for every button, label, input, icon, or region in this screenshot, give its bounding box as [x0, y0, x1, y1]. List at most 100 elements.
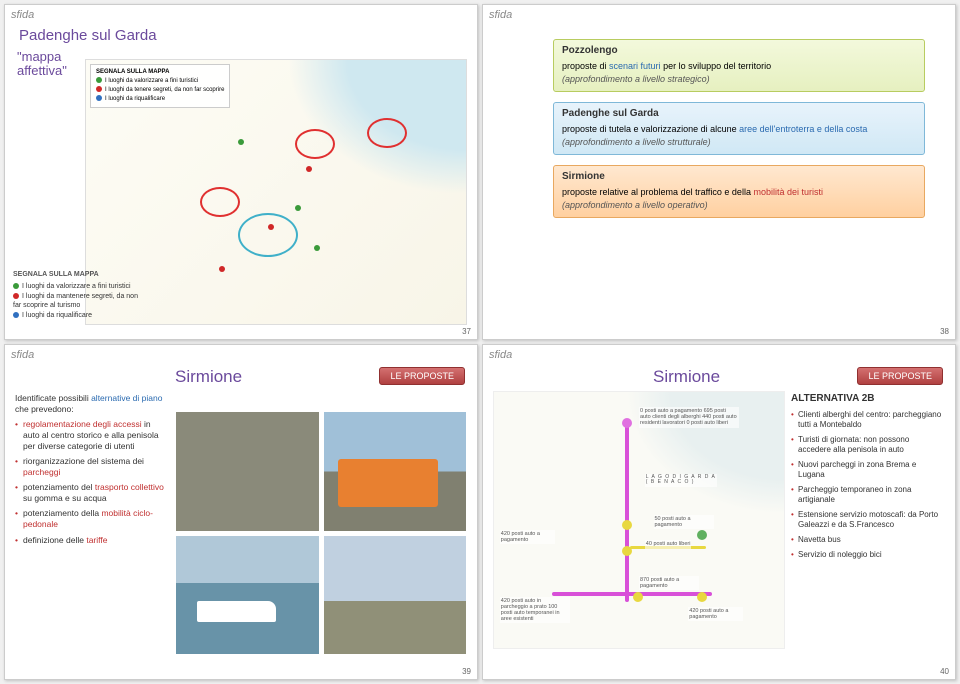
page-number: 39	[462, 667, 471, 676]
li-text: potenziamento della	[23, 508, 101, 518]
legend-footer: SEGNALA SULLA MAPPA I luoghi da valorizz…	[13, 270, 143, 321]
list-item: definizione delle tariffe	[15, 535, 169, 546]
intro-text: che prevedono:	[15, 404, 74, 414]
box-title: Pozzolengo	[562, 45, 916, 58]
legend-title: SEGNALA SULLA MAPPA	[13, 270, 143, 280]
map-dot-yellow	[697, 592, 707, 602]
li-text: potenziamento del	[23, 482, 95, 492]
box-italic: (approfondimento a livello strategico)	[562, 74, 916, 85]
list-item: potenziamento del trasporto collettivo s…	[15, 482, 169, 504]
photo-bike	[323, 535, 468, 656]
legend-title-inset: SEGNALA SULLA MAPPA	[96, 69, 169, 75]
box-highlight: mobilità dei turisti	[753, 187, 823, 197]
legend-item: I luoghi da valorizzare a fini turistici	[22, 283, 131, 290]
box-text: per lo sviluppo del territorio	[661, 61, 772, 71]
green-dot	[314, 245, 320, 251]
list-item: Estensione servizio motoscafi: da Porto …	[791, 510, 943, 530]
slide40-text-column: ALTERNATIVA 2B Clienti alberghi del cent…	[785, 365, 943, 669]
box-italic: (approfondimento a livello operativo)	[562, 200, 916, 211]
page-number: 38	[940, 327, 949, 336]
intro-text: Identificate possibili	[15, 393, 91, 403]
legend-item: I luoghi da mantenere segreti, da non fa…	[13, 293, 138, 310]
li-text: su gomma e su acqua	[23, 493, 107, 503]
slide-37: sfida Padenghe sul Garda "mappa affettiv…	[4, 4, 478, 340]
lake-label: L A G O D I G A R D A ( B E N A C O )	[645, 474, 717, 487]
map-dot-yellow	[622, 546, 632, 556]
list-item: Navetta bus	[791, 535, 943, 545]
li-hl: trasporto collettivo	[95, 482, 164, 492]
box-text: proposte di tutela e valorizzazione di a…	[562, 124, 739, 134]
list-item: regolamentazione degli accessi in auto a…	[15, 419, 169, 452]
coast-shade	[257, 60, 466, 218]
list-item: riorganizzazione del sistema dei parcheg…	[15, 456, 169, 478]
red-circle	[200, 187, 240, 217]
proposals-pill: LE PROPOSTE	[857, 367, 943, 385]
box-title: Padenghe sul Garda	[562, 108, 916, 121]
legend-swatch-green	[13, 283, 19, 289]
legend-swatch-blue	[13, 312, 19, 318]
slide-39: sfida Sirmione LE PROPOSTE Identificate …	[4, 344, 478, 680]
sirmione-map: L A G O D I G A R D A ( B E N A C O ) 0 …	[493, 391, 785, 649]
photo-historic	[175, 411, 320, 532]
logo: sfida	[489, 349, 512, 361]
map-label: 40 posti auto liberi	[645, 540, 692, 548]
map-legend-inset: SEGNALA SULLA MAPPA I luoghi da valorizz…	[90, 64, 230, 108]
photo-boat	[175, 535, 320, 656]
box-text: proposte di	[562, 61, 609, 71]
red-dot	[219, 266, 225, 272]
box-italic: (approfondimento a livello strutturale)	[562, 137, 916, 148]
alternative-title: ALTERNATIVA 2B	[791, 393, 943, 404]
green-dot	[238, 139, 244, 145]
list-item: potenziamento della mobilità ciclo-pedon…	[15, 508, 169, 530]
map-dot-pink	[622, 418, 632, 428]
slide-40: sfida Sirmione LE PROPOSTE L A G O D I G…	[482, 344, 956, 680]
map-dot-yellow	[622, 520, 632, 530]
li-text: definizione delle	[23, 535, 86, 545]
box-title: Sirmione	[562, 171, 916, 184]
li-text: riorganizzazione del sistema dei	[23, 456, 144, 466]
legend-line: I luoghi da valorizzare a fini turistici	[105, 78, 198, 84]
map-label: 870 posti auto a pagamento	[639, 576, 699, 590]
logo: sfida	[11, 349, 34, 361]
map-dot-green	[697, 530, 707, 540]
red-circle	[295, 129, 335, 159]
map-label: 420 posti auto in parcheggio a prato 100…	[500, 597, 570, 623]
legend-line: I luoghi da riqualificare	[105, 96, 165, 102]
li-hl: regolamentazione degli accessi	[23, 419, 142, 429]
map-dot-yellow	[633, 592, 643, 602]
list-item: Parcheggio temporaneo in zona artigianal…	[791, 485, 943, 505]
alternative-list: Clienti alberghi del centro: parcheggian…	[791, 410, 943, 560]
photo-grid	[175, 411, 467, 655]
li-hl: parcheggi	[23, 467, 60, 477]
sub-line2: affettiva"	[17, 63, 67, 78]
sub-line1: "mappa	[17, 49, 61, 64]
photo-bus	[323, 411, 468, 532]
legend-item: I luoghi da riqualificare	[22, 312, 92, 319]
box-highlight: scenari futuri	[609, 61, 661, 71]
li-hl: tariffe	[86, 535, 107, 545]
logo: sfida	[489, 9, 512, 21]
page-number: 40	[940, 667, 949, 676]
slide37-title: Padenghe sul Garda	[19, 27, 467, 44]
map-label: 50 posti auto a pagamento	[654, 515, 714, 529]
list-item: Turisti di giornata: non possono acceder…	[791, 435, 943, 455]
box-highlight: aree dell'entroterra e della costa	[739, 124, 867, 134]
list-item: Nuovi parcheggi in zona Brema e Lugana	[791, 460, 943, 480]
route-magenta	[552, 592, 712, 596]
lake-sub: ( B E N A C O )	[646, 479, 695, 485]
slide-38: sfida Pozzolengo proposte di scenari fut…	[482, 4, 956, 340]
list-item: Clienti alberghi del centro: parcheggian…	[791, 410, 943, 430]
slide40-title: Sirmione	[653, 367, 720, 387]
legend-line: I luoghi da tenere segreti, da non far s…	[105, 87, 224, 93]
slide39-text-column: Identificate possibili alternative di pi…	[15, 365, 175, 669]
route-magenta	[625, 423, 629, 602]
box-padenghe: Padenghe sul Garda proposte di tutela e …	[553, 102, 925, 155]
box-sirmione: Sirmione proposte relative al problema d…	[553, 165, 925, 218]
map-label: 420 posti auto a pagamento	[500, 530, 555, 544]
logo: sfida	[11, 9, 34, 21]
cyan-circle	[238, 213, 298, 257]
box-text: proposte relative al problema del traffi…	[562, 187, 753, 197]
box-pozzolengo: Pozzolengo proposte di scenari futuri pe…	[553, 39, 925, 92]
proposal-list: regolamentazione degli accessi in auto a…	[15, 419, 169, 545]
intro-hl: alternative di piano	[91, 393, 162, 403]
